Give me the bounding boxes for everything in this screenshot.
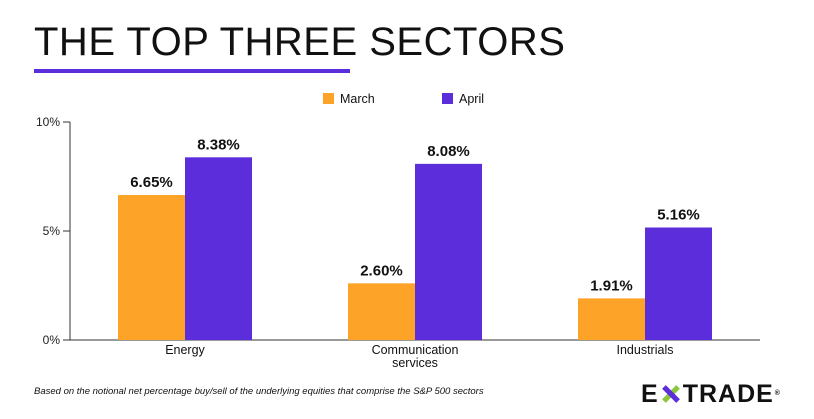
logo-text-trade: TRADE xyxy=(682,380,774,408)
y-tick-label: 10% xyxy=(36,115,60,129)
bar-march xyxy=(348,283,415,340)
legend-label-april: April xyxy=(459,92,484,106)
bar-april xyxy=(185,157,252,340)
bar-april xyxy=(645,227,712,340)
y-tick-label: 5% xyxy=(43,224,61,238)
x-tick-label-line: Communication xyxy=(372,343,459,357)
footnote: Based on the notional net percentage buy… xyxy=(34,386,484,397)
legend-label-march: March xyxy=(340,92,375,106)
etrade-star-icon xyxy=(661,385,680,403)
bar-march xyxy=(578,298,645,340)
data-label-march: 2.60% xyxy=(360,262,403,279)
title-underline xyxy=(34,69,350,73)
legend-swatch-march xyxy=(323,93,334,104)
x-tick-label-line: Industrials xyxy=(617,343,674,357)
etrade-logo: E TRADE ® xyxy=(641,379,781,409)
legend-swatch-april xyxy=(442,93,453,104)
logo-registered-mark: ® xyxy=(774,390,781,397)
page-title: THE TOP THREE SECTORS xyxy=(34,20,566,64)
logo-text-e: E xyxy=(641,380,659,408)
data-label-april: 8.38% xyxy=(197,136,240,153)
bar-chart: 0% 5% 10% 6.65% 8.38% Energy 2.60% 8.08% Communi… xyxy=(36,92,760,370)
y-tick-label: 0% xyxy=(43,333,61,347)
x-tick-label-line: services xyxy=(392,356,438,370)
x-tick-label: Communication services xyxy=(372,343,459,370)
data-label-april: 8.08% xyxy=(427,143,470,160)
x-tick-label: Energy xyxy=(165,343,205,357)
x-tick-label-line: Energy xyxy=(165,343,205,357)
x-tick-label: Industrials xyxy=(617,343,674,357)
data-label-april: 5.16% xyxy=(657,207,700,224)
bar-april xyxy=(415,163,482,340)
data-label-march: 1.91% xyxy=(590,277,633,294)
bar-march xyxy=(118,195,185,340)
data-label-march: 6.65% xyxy=(130,174,173,191)
